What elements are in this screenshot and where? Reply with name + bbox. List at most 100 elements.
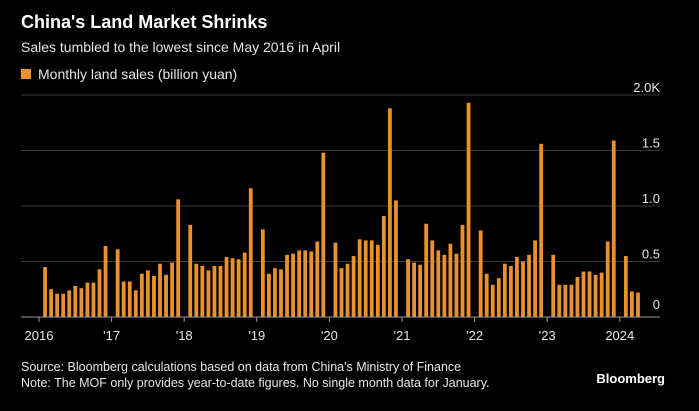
bar <box>333 242 338 317</box>
bar <box>133 290 138 317</box>
bar <box>533 240 537 317</box>
bar <box>224 257 229 317</box>
x-tick-label: '23 <box>539 328 556 343</box>
bar <box>146 270 150 317</box>
bar <box>43 267 47 317</box>
bar <box>200 265 205 317</box>
x-tick-label: '20 <box>321 328 338 343</box>
bar <box>267 273 271 317</box>
bar <box>521 261 525 317</box>
bar <box>442 254 447 317</box>
bloomberg-logo: Bloomberg <box>596 371 665 386</box>
bar <box>291 253 295 317</box>
bar <box>339 268 344 317</box>
bar <box>230 258 235 317</box>
bar <box>363 240 368 317</box>
methodology-note: Note: The MOF only provides year-to-date… <box>21 376 490 390</box>
bar <box>285 254 289 317</box>
bar <box>127 281 132 317</box>
bar <box>394 200 398 317</box>
bar <box>611 140 616 317</box>
bar <box>527 254 531 317</box>
bar <box>279 269 283 317</box>
bar <box>85 282 90 317</box>
y-tick-label: 0 <box>653 297 660 312</box>
bar <box>412 262 416 317</box>
bar <box>460 224 465 317</box>
bar <box>418 264 423 317</box>
bar <box>496 278 501 317</box>
y-tick-label: 2.0K <box>633 80 660 95</box>
bar <box>79 288 84 317</box>
bar <box>569 284 574 317</box>
bar <box>593 274 598 317</box>
bar <box>630 291 634 317</box>
bar <box>581 271 586 317</box>
legend-swatch <box>21 69 31 79</box>
bar <box>345 263 350 317</box>
x-tick-label: '18 <box>176 328 193 343</box>
x-tick-label: '22 <box>466 328 483 343</box>
x-tick-label: 2024 <box>605 328 634 343</box>
bar <box>623 255 628 317</box>
bar <box>575 277 580 317</box>
x-tick-label: '17 <box>103 328 120 343</box>
bar <box>424 223 429 317</box>
chart-legend: Monthly land sales (billion yuan) <box>21 66 237 82</box>
bar <box>636 292 640 317</box>
source-note: Source: Bloomberg calculations based on … <box>21 360 462 374</box>
bar <box>121 281 126 317</box>
bar <box>61 293 66 317</box>
bar <box>206 270 211 317</box>
bar <box>152 275 156 317</box>
bar <box>97 269 102 317</box>
bar <box>509 265 513 317</box>
bar <box>605 241 610 317</box>
bar <box>466 102 471 318</box>
y-tick-label: 1.0 <box>642 191 660 206</box>
bar <box>218 265 223 317</box>
bar <box>297 250 302 317</box>
bar <box>587 271 592 317</box>
bar <box>236 259 241 317</box>
bar <box>49 289 53 317</box>
bar <box>139 273 144 317</box>
bar <box>515 257 519 317</box>
bar <box>381 215 386 317</box>
x-tick-label: 2016 <box>25 328 54 343</box>
chart-subtitle: Sales tumbled to the lowest since May 20… <box>21 39 341 55</box>
bar <box>315 241 320 317</box>
bar <box>478 230 483 317</box>
legend-label: Monthly land sales (billion yuan) <box>38 66 238 82</box>
bar <box>248 188 253 317</box>
bar <box>375 244 380 317</box>
bar <box>490 284 495 317</box>
bar <box>164 274 168 317</box>
bar <box>436 250 441 317</box>
bar <box>484 273 489 317</box>
bar <box>309 251 314 317</box>
bar <box>194 263 199 317</box>
y-tick-label: 0.5 <box>642 247 660 262</box>
bar <box>406 259 410 317</box>
bar <box>176 199 181 317</box>
bar <box>321 152 326 317</box>
bar <box>91 282 96 317</box>
x-tick-label: '21 <box>394 328 411 343</box>
bar <box>448 243 453 317</box>
bar <box>539 143 544 317</box>
bar <box>557 284 562 317</box>
x-tick-label: '19 <box>248 328 265 343</box>
bar <box>115 249 120 317</box>
bar <box>351 255 356 317</box>
bar <box>369 240 374 317</box>
bar <box>170 262 174 317</box>
bar <box>273 268 277 317</box>
bar <box>55 293 60 317</box>
bar <box>563 284 568 317</box>
bar <box>188 224 193 317</box>
y-tick-label: 1.5 <box>642 136 660 151</box>
bar <box>430 240 435 317</box>
bar <box>551 254 556 317</box>
